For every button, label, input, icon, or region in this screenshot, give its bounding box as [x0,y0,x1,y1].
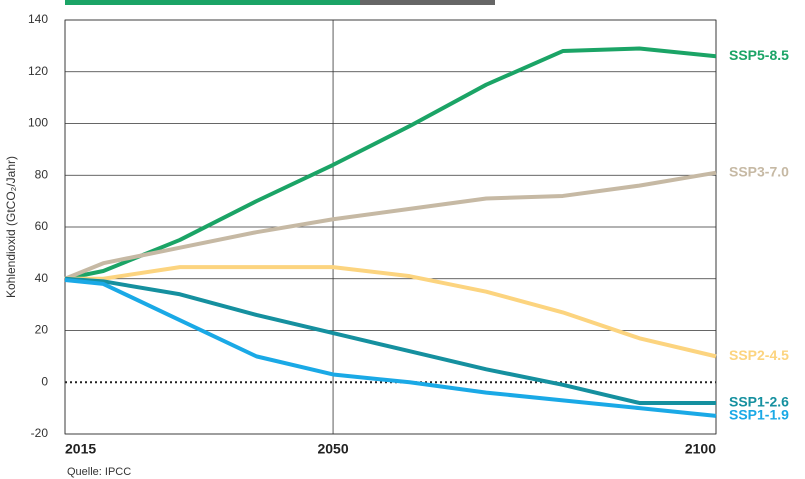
series-line [65,265,717,359]
header-image [360,0,495,5]
series-line [64,170,717,281]
source: Quelle: IPCC [67,466,131,478]
series-line [64,276,716,405]
y-axis-label: Kohlendioxid (GtCO₂/Jahr) [4,156,18,298]
y-tick-label: 20 [35,323,49,337]
y-tick-label: 140 [28,12,48,26]
legend-label: SSP2-4.5 [729,347,789,363]
series-line [64,278,717,418]
x-tick-label: 2050 [317,441,348,457]
series-line [64,46,717,281]
x-tick-label: 2100 [685,441,716,457]
legend-label: SSP3-7.0 [729,163,789,179]
y-tick-label: 0 [41,374,48,388]
x-tick-label: 2015 [65,441,96,457]
plot-border [64,19,717,435]
legend-label: SSP5-8.5 [729,47,789,63]
y-tick-label: -20 [31,426,49,440]
y-tick-label: 60 [35,219,49,233]
y-tick-label: 100 [28,116,48,130]
header-bar [65,0,360,5]
y-tick-label: 120 [28,64,48,78]
y-tick-label: 40 [35,271,49,285]
y-tick-label: 80 [35,167,49,181]
legend-label: SSP1-1.9 [729,407,789,423]
legend-label: SSP1-2.6 [729,394,789,410]
